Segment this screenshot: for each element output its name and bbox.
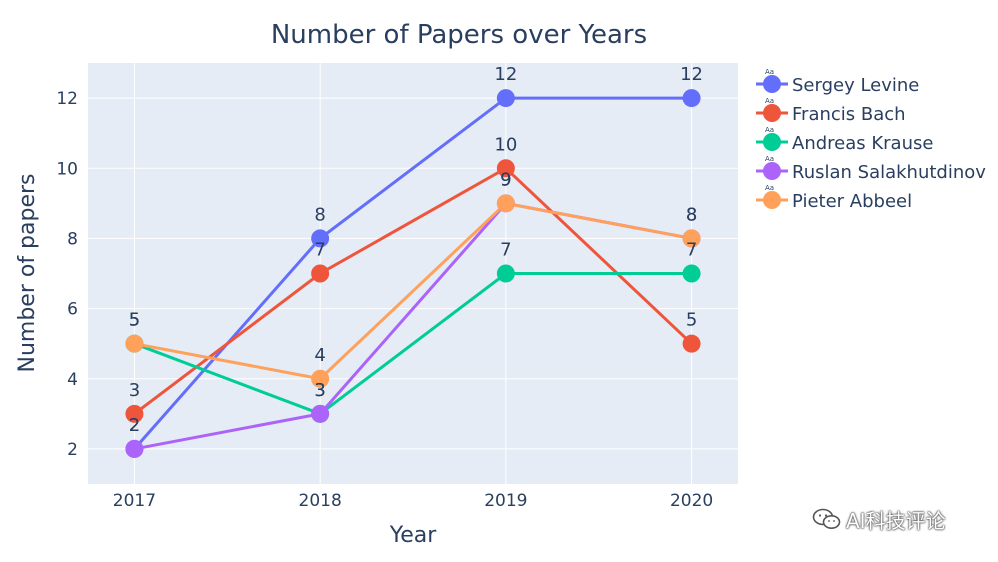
data-label-francis-bach-2018: 7 — [314, 240, 325, 261]
legend-label-andreas-krause: Andreas Krause — [792, 133, 933, 154]
x-axis-ticks: 2017 2018 2019 2020 — [113, 491, 713, 511]
data-point-sergey-levine-2018 — [311, 229, 330, 248]
data-point-pieter-abbeel-2019 — [496, 194, 515, 213]
series-lines — [133, 96, 693, 451]
watermark: AI科技评论 — [812, 504, 946, 534]
series-line-francis-bach — [133, 166, 693, 416]
legend-marker-text-francis-bach: Aa — [765, 97, 774, 105]
legend-label-pieter-abbeel: Pieter Abbeel — [792, 191, 912, 212]
legend-label-ruslan-salakhutdinov: Ruslan Salakhutdinov — [792, 162, 986, 183]
data-label-francis-bach-2019: 10 — [494, 134, 517, 155]
legend-marker-text-sergey-levine: Aa — [765, 68, 774, 76]
wechat-icon — [812, 508, 841, 529]
watermark-text: AI科技评论 — [846, 508, 946, 533]
data-point-ruslan-salakhutdinov-2018 — [311, 404, 330, 423]
data-label-andreas-krause-2019: 7 — [500, 240, 511, 261]
data-point-andreas-krause-2020 — [682, 264, 701, 283]
data-label-ruslan-salakhutdinov-2020: 8 — [686, 204, 697, 225]
y-tick-label-10: 10 — [56, 159, 78, 179]
data-label-andreas-krause-2020: 7 — [686, 240, 697, 261]
y-tick-label-12: 12 — [56, 89, 78, 109]
y-tick-label-8: 8 — [67, 229, 78, 249]
legend-item-ruslan-salakhutdinov[interactable]: Aa Ruslan Salakhutdinov — [756, 155, 986, 183]
data-point-pieter-abbeel-2017 — [125, 334, 144, 353]
legend-item-andreas-krause[interactable]: Aa Andreas Krause — [756, 126, 933, 154]
data-label-sergey-levine-2018: 8 — [314, 204, 325, 225]
data-label-ruslan-salakhutdinov-2019: 9 — [500, 169, 511, 190]
x-axis-title: Year — [389, 523, 438, 548]
series-markers — [125, 89, 701, 458]
data-label-andreas-krause-2017: 5 — [129, 310, 140, 331]
y-axis-ticks: 2 4 6 8 10 12 — [56, 89, 78, 460]
data-point-francis-bach-2019 — [496, 159, 515, 178]
x-tick-label-2018: 2018 — [299, 491, 342, 511]
data-label-sergey-levine-2020: 12 — [680, 64, 703, 85]
series-line-pieter-abbeel — [134, 201, 692, 381]
data-point-francis-bach-2018 — [311, 264, 330, 283]
data-point-pieter-abbeel-2018 — [311, 369, 330, 388]
data-label-pieter-abbeel-2020: 8 — [686, 204, 697, 225]
data-point-sergey-levine-2020 — [682, 89, 701, 108]
legend-item-pieter-abbeel[interactable]: Aa Pieter Abbeel — [756, 184, 912, 212]
legend-marker-text-pieter-abbeel: Aa — [765, 184, 774, 192]
legend-marker-andreas-krause — [763, 133, 781, 151]
chart-title: Number of Papers over Years — [271, 20, 647, 50]
legend-marker-pieter-abbeel — [763, 191, 781, 209]
data-point-francis-bach-2020 — [682, 334, 701, 353]
y-tick-label-2: 2 — [67, 440, 78, 460]
y-tick-label-4: 4 — [67, 370, 78, 390]
data-label-pieter-abbeel-2018: 4 — [314, 345, 325, 366]
x-tick-label-2020: 2020 — [670, 491, 713, 511]
x-tick-label-2019: 2019 — [484, 491, 527, 511]
legend-label-francis-bach: Francis Bach — [792, 104, 906, 125]
data-point-francis-bach-2017 — [125, 404, 144, 423]
legend-marker-sergey-levine — [763, 75, 781, 93]
data-label-ruslan-salakhutdinov-2017: 2 — [129, 415, 140, 436]
legend-marker-text-andreas-krause: Aa — [765, 126, 774, 134]
data-label-sergey-levine-2017: 2 — [129, 415, 140, 436]
legend-marker-francis-bach — [763, 104, 781, 122]
data-point-andreas-krause-2019 — [496, 264, 515, 283]
legend-marker-ruslan-salakhutdinov — [763, 162, 781, 180]
data-label-pieter-abbeel-2017: 5 — [129, 310, 140, 331]
data-point-pieter-abbeel-2020 — [682, 229, 701, 248]
data-label-francis-bach-2017: 3 — [129, 380, 140, 401]
legend-item-francis-bach[interactable]: Aa Francis Bach — [756, 97, 906, 125]
legend[interactable]: Aa Sergey Levine Aa Francis Bach Aa Andreas K… — [756, 68, 986, 212]
data-label-ruslan-salakhutdinov-2018: 3 — [314, 380, 325, 401]
legend-marker-text-ruslan-salakhutdinov: Aa — [765, 155, 774, 163]
x-tick-label-2017: 2017 — [113, 491, 156, 511]
data-label-pieter-abbeel-2019: 9 — [500, 169, 511, 190]
legend-item-sergey-levine[interactable]: Aa Sergey Levine — [756, 68, 919, 96]
legend-label-sergey-levine: Sergey Levine — [792, 75, 919, 96]
data-point-sergey-levine-2019 — [496, 89, 515, 108]
y-tick-label-6: 6 — [67, 300, 78, 320]
series-line-andreas-krause — [133, 272, 692, 416]
data-label-andreas-krause-2018: 3 — [314, 380, 325, 401]
data-label-francis-bach-2020: 5 — [686, 310, 697, 331]
y-axis-title: Number of papers — [15, 173, 40, 372]
data-point-ruslan-salakhutdinov-2017 — [125, 439, 144, 458]
data-label-sergey-levine-2019: 12 — [494, 64, 517, 85]
